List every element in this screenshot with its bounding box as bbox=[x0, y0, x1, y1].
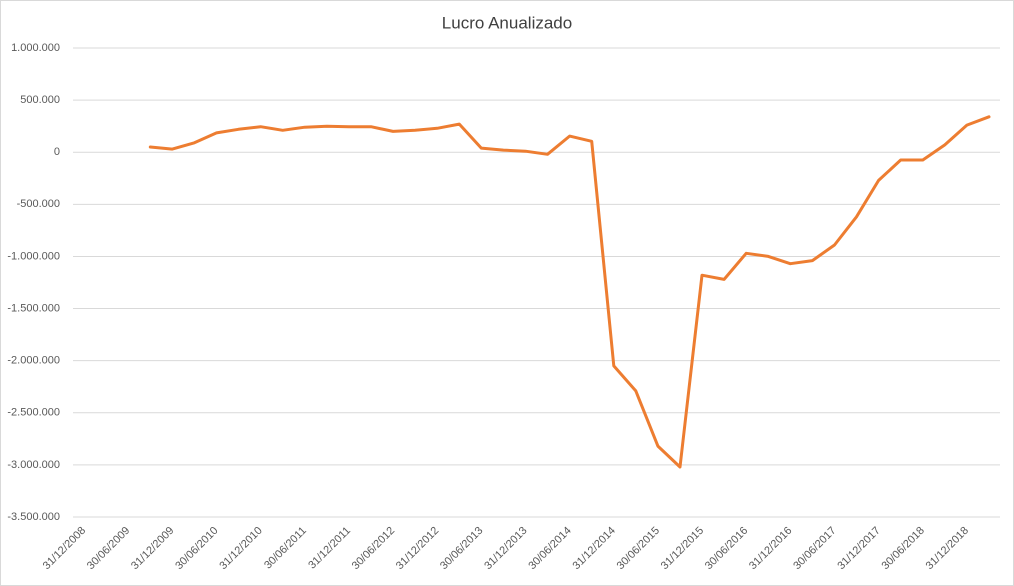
y-tick-label: -1.000.000 bbox=[7, 250, 60, 262]
data-line bbox=[148, 115, 991, 469]
y-tick-label: 500.000 bbox=[20, 94, 60, 106]
y-tick-label: -1.500.000 bbox=[7, 302, 60, 314]
y-tick-label: -2.000.000 bbox=[7, 355, 60, 367]
chart-title: Lucro Anualizado bbox=[442, 13, 572, 32]
y-tick-label: -2.500.000 bbox=[7, 407, 60, 419]
y-tick-label: 0 bbox=[54, 146, 60, 158]
y-tick-label: -3.500.000 bbox=[7, 511, 60, 523]
y-tick-label: -3.000.000 bbox=[7, 459, 60, 471]
y-tick-label: 1.000.000 bbox=[11, 42, 60, 54]
y-tick-label: -500.000 bbox=[17, 198, 60, 210]
